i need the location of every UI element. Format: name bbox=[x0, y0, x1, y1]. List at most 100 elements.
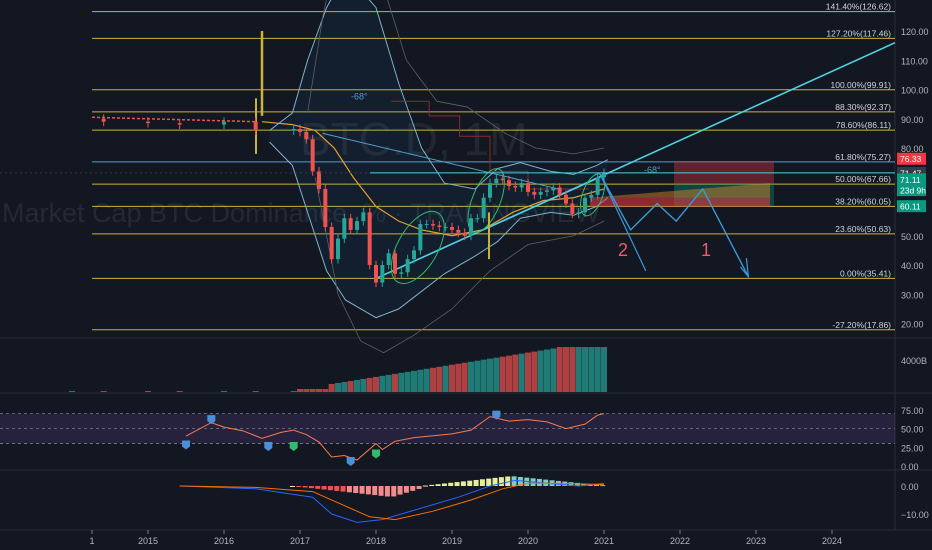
candle-body bbox=[488, 183, 492, 198]
volume-bar bbox=[417, 369, 424, 392]
candle-body bbox=[304, 131, 309, 140]
candle-body bbox=[602, 172, 606, 178]
ellipse-marker bbox=[467, 168, 505, 234]
price-tag-label: 71.11 bbox=[900, 175, 921, 185]
macd-histogram-bar bbox=[353, 486, 359, 493]
candle-body bbox=[177, 123, 182, 125]
candle-body bbox=[557, 187, 562, 195]
volume-bar bbox=[575, 347, 582, 392]
volume-bar bbox=[556, 347, 563, 392]
volume-bar bbox=[335, 382, 341, 392]
volume-bar bbox=[297, 389, 303, 392]
macd-histogram-bar bbox=[454, 482, 460, 486]
time-axis-label: 2022 bbox=[670, 536, 690, 546]
sloped-fill bbox=[590, 183, 770, 198]
candle-body bbox=[298, 128, 302, 132]
price-tag-label: 60.11 bbox=[900, 202, 921, 212]
volume-bar bbox=[493, 357, 500, 392]
bollinger-fill bbox=[269, 0, 608, 318]
macd-histogram-bar bbox=[308, 486, 314, 489]
candle-body bbox=[443, 226, 448, 228]
macd-histogram-bar bbox=[593, 484, 599, 486]
volume-bar bbox=[373, 376, 379, 392]
fib-level-label: 88.30%(92.37) bbox=[835, 102, 891, 112]
candle-body bbox=[526, 183, 530, 192]
volume-bar bbox=[411, 370, 417, 392]
volume-bar bbox=[354, 379, 360, 392]
macd-histogram-bar bbox=[296, 486, 302, 487]
volume-bar bbox=[379, 375, 386, 392]
price-axis-label: 20.00 bbox=[901, 320, 924, 330]
candle-body bbox=[456, 229, 461, 233]
macd-histogram-bar bbox=[321, 486, 327, 490]
fib-level-label: 0.00%(35.41) bbox=[840, 268, 891, 278]
candle-body bbox=[538, 191, 543, 195]
candle-body bbox=[564, 194, 568, 204]
price-tag bbox=[897, 152, 926, 165]
fib-level-label: 61.80%(75.27) bbox=[835, 152, 891, 162]
macd-histogram-bar bbox=[346, 486, 352, 493]
candle-body bbox=[595, 177, 600, 195]
projection-path bbox=[599, 173, 750, 278]
candle-body bbox=[101, 118, 106, 122]
macd-histogram-bar bbox=[568, 482, 574, 486]
volume-bar bbox=[569, 347, 576, 392]
rsi-signal-marker bbox=[372, 449, 380, 459]
volume-bar bbox=[303, 389, 310, 392]
trendline-down bbox=[322, 132, 559, 190]
bollinger-lower bbox=[269, 141, 609, 319]
volume-bar bbox=[582, 347, 588, 392]
volume-bar bbox=[221, 391, 227, 392]
volume-bar bbox=[474, 360, 481, 392]
fib-level-label: 38.20%(60.05) bbox=[835, 196, 891, 206]
candle-body bbox=[570, 203, 575, 214]
volume-bar bbox=[563, 347, 569, 392]
macd-histogram-bar bbox=[448, 482, 454, 486]
candle-body bbox=[431, 224, 435, 226]
macd-histogram-bar bbox=[600, 485, 606, 487]
candle-body bbox=[253, 121, 258, 131]
macd-histogram-bar bbox=[302, 486, 308, 488]
volume-bar bbox=[442, 365, 449, 392]
candle-body bbox=[380, 265, 385, 283]
candle-body bbox=[500, 178, 505, 181]
volume-bar bbox=[544, 349, 550, 392]
price-axis-label: 90.00 bbox=[901, 115, 924, 125]
volume-bar bbox=[309, 389, 316, 392]
candle-body bbox=[589, 194, 594, 198]
volume-bar bbox=[480, 359, 487, 392]
projection-path-alt bbox=[599, 174, 647, 272]
volume-bar bbox=[525, 352, 531, 392]
macd-histogram-bar bbox=[441, 483, 447, 486]
outer-envelope-lower bbox=[314, 177, 605, 354]
candle-body bbox=[146, 121, 150, 124]
candle-body bbox=[342, 218, 347, 239]
volume-bar bbox=[347, 380, 354, 392]
watermark-subtitle: Market Cap BTC Dominance, % · TRADINGVIE… bbox=[2, 198, 601, 228]
volume-bar bbox=[436, 366, 443, 392]
volume-bar bbox=[531, 351, 538, 392]
fib-level-label: 23.60%(50.63) bbox=[835, 224, 891, 234]
candle-body bbox=[507, 180, 511, 187]
macd-histogram-bar bbox=[581, 483, 587, 486]
macd-histogram-bar bbox=[340, 486, 346, 492]
rsi-signal-marker bbox=[346, 457, 355, 467]
price-tag bbox=[897, 200, 926, 213]
ellipse-marker bbox=[390, 210, 445, 285]
volume-bar bbox=[290, 391, 297, 392]
volume-bar bbox=[366, 377, 373, 392]
time-axis-label: 1 bbox=[89, 536, 94, 546]
volume-bar bbox=[601, 347, 607, 392]
macd-histogram-bar bbox=[410, 486, 416, 491]
volume-bar bbox=[392, 373, 398, 392]
macd-histogram-bar bbox=[517, 476, 523, 486]
price-axis-label: 110.00 bbox=[901, 56, 928, 66]
fib-level-label: 100.00%(99.91) bbox=[831, 80, 892, 90]
volume-bar bbox=[550, 348, 557, 392]
candle-body bbox=[519, 183, 524, 188]
macd-histogram-bar bbox=[315, 486, 321, 489]
fib-level-label: 141.40%(126.62) bbox=[826, 2, 891, 12]
volume-bar bbox=[385, 374, 392, 392]
volume-bar bbox=[594, 347, 601, 392]
